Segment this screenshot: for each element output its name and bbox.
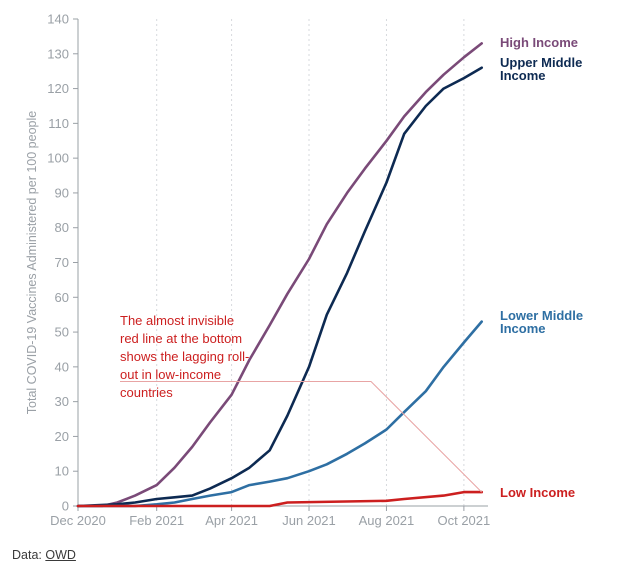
x-tick-label: Apr 2021 <box>205 513 258 528</box>
y-tick-label: 120 <box>47 81 69 96</box>
x-tick-label: Oct 2021 <box>437 513 490 528</box>
y-tick-label: 60 <box>55 290 69 305</box>
annotation-text-line: The almost invisible <box>120 313 234 328</box>
x-tick-label: Jun 2021 <box>282 513 336 528</box>
series-label: Upper Middle <box>500 55 582 70</box>
y-tick-label: 130 <box>47 46 69 61</box>
annotation-text-line: out in low-income <box>120 367 221 382</box>
annotation-leader-line <box>120 381 483 493</box>
x-tick-label: Dec 2020 <box>50 513 106 528</box>
y-tick-label: 30 <box>55 394 69 409</box>
y-tick-label: 0 <box>62 499 69 514</box>
annotation-text-line: red line at the bottom <box>120 331 242 346</box>
series-line-low-income <box>76 490 484 508</box>
series-label: Lower Middle <box>500 308 583 323</box>
y-tick-label: 70 <box>55 255 69 270</box>
series-line-lower-middle-income <box>76 320 484 508</box>
series-line-upper-middle-income <box>76 66 484 508</box>
annotation-text-line: countries <box>120 385 173 400</box>
source-prefix: Data: <box>12 548 46 562</box>
series-label: Low Income <box>500 485 575 500</box>
x-tick-label: Feb 2021 <box>129 513 184 528</box>
series-line-high-income <box>76 42 484 508</box>
y-tick-label: 100 <box>47 151 69 166</box>
x-tick-label: Aug 2021 <box>359 513 415 528</box>
y-tick-label: 80 <box>55 220 69 235</box>
y-tick-label: 50 <box>55 325 69 340</box>
annotation-text-line: shows the lagging roll- <box>120 349 249 364</box>
y-tick-label: 140 <box>47 12 69 27</box>
series-label: High Income <box>500 35 578 50</box>
y-tick-label: 90 <box>55 185 69 200</box>
source-note: Data: OWD <box>12 548 76 562</box>
series-label: Income <box>500 321 546 336</box>
y-axis-title: Total COVID-19 Vaccines Administered per… <box>25 111 39 414</box>
y-tick-label: 10 <box>55 464 69 479</box>
y-tick-label: 110 <box>48 116 69 131</box>
series-label: Income <box>500 68 546 83</box>
y-tick-label: 20 <box>55 429 69 444</box>
source-link[interactable]: OWD <box>45 548 76 562</box>
y-tick-label: 40 <box>55 359 69 374</box>
